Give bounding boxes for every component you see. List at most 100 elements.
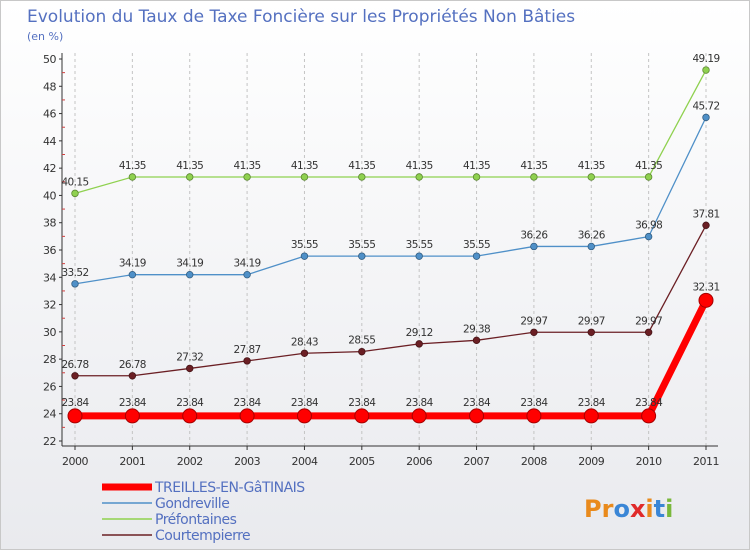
- data-point-gondreville: [358, 252, 366, 260]
- data-point-courtempierre: [186, 364, 194, 373]
- data-point-pr-fontaines: [530, 173, 538, 181]
- series: [67, 66, 714, 424]
- data-point-gondreville: [587, 242, 595, 251]
- data-point-gondreville: [644, 232, 653, 241]
- data-label-pr-fontaines: 49.19: [692, 53, 719, 65]
- y-tick-label: 36: [43, 244, 56, 257]
- y-tick-label: 28: [43, 353, 56, 366]
- data-label-pr-fontaines: 41.35: [463, 160, 490, 172]
- x-tick-label: 2000: [62, 455, 88, 468]
- data-point-courtempierre: [587, 328, 595, 336]
- data-label-courtempierre: 29.38: [463, 323, 490, 335]
- data-label-gondreville: 36.98: [635, 220, 662, 232]
- data-point-courtempierre: [358, 347, 366, 356]
- data-label-courtempierre: 26.78: [61, 359, 88, 371]
- logo-letter: x: [630, 495, 646, 523]
- data-label-pr-fontaines: 41.35: [291, 160, 318, 172]
- data-label-courtempierre: 29.97: [520, 315, 547, 327]
- data-label-gondreville: 35.55: [463, 239, 490, 251]
- data-point-gondreville: [243, 270, 251, 279]
- data-label-gondreville: 33.52: [61, 267, 88, 279]
- data-point-treilles-en-g-tinais: [182, 408, 198, 424]
- data-point-courtempierre: [644, 328, 653, 336]
- legend-label-pr-fontaines: Préfontaines: [155, 512, 237, 528]
- data-point-pr-fontaines: [644, 173, 653, 181]
- series-line-gondreville: [74, 116, 707, 285]
- data-point-pr-fontaines: [415, 173, 423, 181]
- data-label-pr-fontaines: 40.15: [61, 176, 88, 188]
- logo-letter: i: [645, 495, 653, 523]
- data-label-pr-fontaines: 41.35: [520, 160, 547, 172]
- x-tick-label: 2011: [693, 455, 719, 468]
- x-tick-label: 2001: [119, 455, 145, 468]
- data-point-pr-fontaines: [300, 173, 309, 181]
- x-tick-label: 2005: [349, 455, 375, 468]
- logo-letter: o: [613, 495, 630, 523]
- data-point-treilles-en-g-tinais: [698, 292, 714, 308]
- data-label-treilles-en-g-tinais: 23.84: [291, 397, 319, 409]
- data-label-treilles-en-g-tinais: 23.84: [578, 397, 606, 409]
- data-point-pr-fontaines: [186, 173, 194, 181]
- data-point-courtempierre: [71, 372, 79, 380]
- data-point-treilles-en-g-tinais: [469, 408, 485, 424]
- data-labels: 23.84 23.84 23.84 23.84 23.84 23.84 23.84 23.84…: [61, 53, 720, 409]
- data-point-gondreville: [472, 252, 481, 260]
- y-tick-label: 38: [43, 217, 56, 230]
- logo-letter: r: [602, 495, 614, 523]
- x-tick-label: 2010: [636, 455, 662, 468]
- data-label-courtempierre: 29.97: [635, 315, 662, 327]
- data-point-pr-fontaines: [702, 66, 710, 74]
- data-point-treilles-en-g-tinais: [296, 408, 312, 424]
- y-tick-label: 44: [43, 135, 56, 148]
- data-point-gondreville: [186, 270, 194, 279]
- data-label-gondreville: 35.55: [348, 239, 375, 251]
- x-tick-label: 2009: [578, 455, 604, 468]
- data-label-treilles-en-g-tinais: 23.84: [406, 397, 434, 409]
- series-line-treilles-en-g-tinais: [71, 296, 710, 420]
- y-tick-label: 34: [43, 271, 56, 284]
- logo-letter: P: [584, 495, 602, 523]
- data-point-treilles-en-g-tinais: [411, 408, 427, 424]
- grid: [74, 53, 707, 446]
- data-label-gondreville: 34.19: [234, 258, 261, 270]
- data-label-treilles-en-g-tinais: 23.84: [635, 397, 663, 409]
- data-label-gondreville: 45.72: [692, 100, 719, 112]
- data-label-treilles-en-g-tinais: 32.31: [692, 281, 719, 293]
- data-label-courtempierre: 29.97: [578, 315, 605, 327]
- y-tick-label: 48: [43, 80, 56, 93]
- data-point-gondreville: [128, 270, 137, 279]
- y-tick-label: 40: [43, 189, 56, 202]
- y-tick-label: 22: [43, 435, 56, 448]
- y-tick-label: 46: [43, 108, 56, 121]
- x-tick-label: 2007: [464, 455, 490, 468]
- y-tick-label: 42: [43, 162, 56, 175]
- data-point-gondreville: [71, 280, 79, 288]
- x-tick-label: 2008: [521, 455, 547, 468]
- data-point-treilles-en-g-tinais: [641, 408, 657, 424]
- data-point-gondreville: [300, 252, 309, 260]
- data-label-gondreville: 34.19: [176, 258, 203, 270]
- data-label-courtempierre: 27.32: [176, 351, 203, 363]
- data-point-gondreville: [702, 113, 710, 122]
- data-point-gondreville: [415, 252, 423, 260]
- data-point-treilles-en-g-tinais: [124, 408, 140, 424]
- data-label-courtempierre: 29.12: [406, 327, 433, 339]
- x-tick-label: 2003: [234, 455, 260, 468]
- data-label-pr-fontaines: 41.35: [176, 160, 203, 172]
- axes: 22 24 26 28 30 32 34 36 38 40 42 44 46 48 50 2000 2001 20…: [43, 53, 720, 468]
- data-label-treilles-en-g-tinais: 23.84: [463, 397, 491, 409]
- data-label-gondreville: 36.26: [520, 229, 548, 241]
- data-label-treilles-en-g-tinais: 23.84: [61, 397, 89, 409]
- y-tick-label: 32: [43, 299, 56, 312]
- series-line-courtempierre: [74, 224, 707, 377]
- data-point-courtempierre: [530, 328, 538, 336]
- data-label-treilles-en-g-tinais: 23.84: [176, 397, 204, 409]
- data-label-pr-fontaines: 41.35: [234, 160, 261, 172]
- data-point-courtempierre: [472, 336, 481, 345]
- y-tick-label: 24: [43, 408, 56, 421]
- data-point-pr-fontaines: [71, 189, 79, 198]
- data-point-pr-fontaines: [358, 173, 366, 181]
- data-point-treilles-en-g-tinais: [239, 408, 255, 424]
- data-label-pr-fontaines: 41.35: [406, 160, 433, 172]
